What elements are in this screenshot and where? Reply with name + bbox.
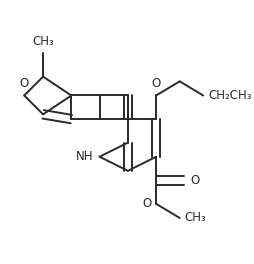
Text: CH₃: CH₃	[184, 211, 205, 224]
Text: O: O	[20, 77, 29, 89]
Text: CH₃: CH₃	[32, 35, 54, 48]
Text: O: O	[151, 77, 160, 89]
Text: O: O	[189, 174, 199, 187]
Text: O: O	[142, 197, 151, 210]
Text: NH: NH	[76, 150, 93, 163]
Text: CH₂CH₃: CH₂CH₃	[207, 89, 250, 102]
